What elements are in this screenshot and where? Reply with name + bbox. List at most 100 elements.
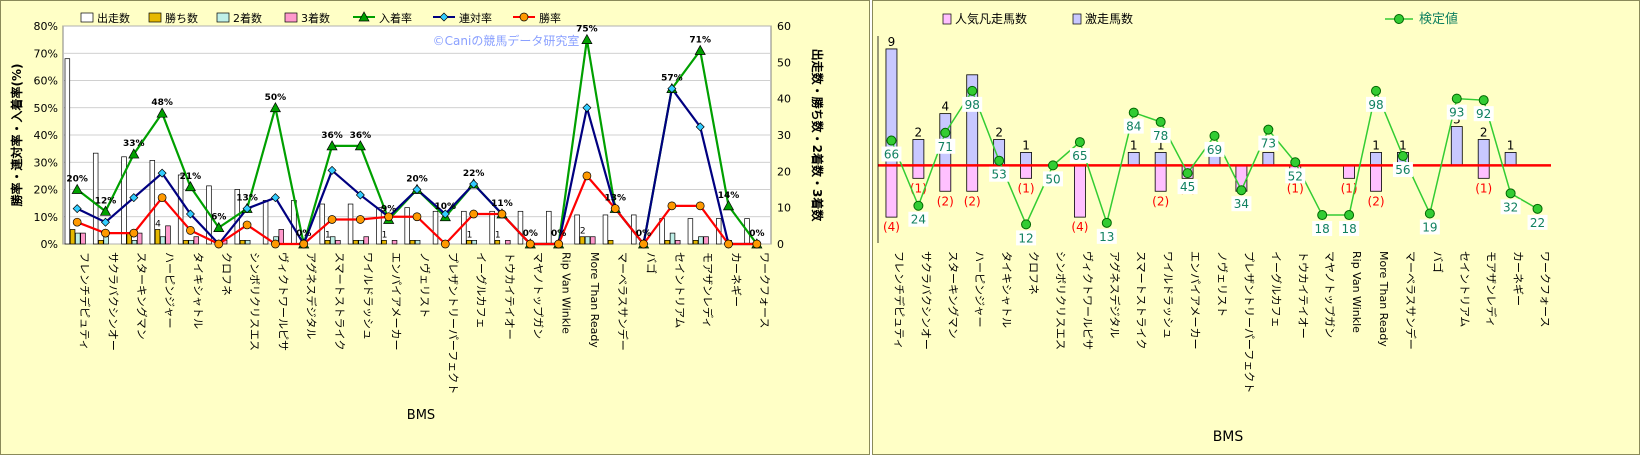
y-tick-label: 0% bbox=[41, 238, 58, 251]
x-tick-label: エンパイアメーカー bbox=[1189, 251, 1202, 349]
data-label-bg bbox=[1500, 199, 1521, 215]
series-marker-1 bbox=[1317, 210, 1328, 221]
data-label: 12 bbox=[1018, 231, 1033, 245]
x-tick-label: スターキングマン bbox=[135, 252, 149, 340]
series-marker-3 bbox=[469, 209, 478, 219]
y-axis-title: 勝率・連対率・入着率(%) bbox=[9, 64, 24, 207]
x-tick-label: セイントリアム bbox=[673, 252, 686, 328]
bar-label-positive: 9 bbox=[888, 35, 896, 49]
series-marker-2 bbox=[440, 209, 450, 219]
bar-3 bbox=[160, 236, 166, 245]
data-label-bg bbox=[1392, 162, 1413, 178]
bar-1 bbox=[912, 164, 925, 179]
bar-2 bbox=[98, 240, 104, 245]
data-label-bg bbox=[908, 211, 929, 227]
y2-tick-label: 30 bbox=[777, 129, 791, 142]
x-tick-label: ヴィクトワールピサ bbox=[276, 252, 290, 351]
series-marker-1 bbox=[354, 140, 366, 151]
data-label-bg bbox=[935, 138, 956, 154]
data-label: 0% bbox=[523, 229, 538, 239]
series-marker-3 bbox=[186, 226, 195, 235]
x-tick-label: ワークフォース bbox=[1539, 251, 1552, 327]
data-label: 0% bbox=[749, 229, 764, 239]
x-tick-label: マヤノトップガン bbox=[531, 252, 544, 339]
series-marker-2 bbox=[185, 209, 195, 219]
data-label: 12% bbox=[95, 196, 117, 206]
bar-label-positive: 1 bbox=[1372, 138, 1380, 152]
series-marker-2 bbox=[72, 204, 82, 214]
data-label: 66 bbox=[884, 148, 899, 162]
series-marker-1 bbox=[326, 140, 338, 151]
data-label: 34 bbox=[1234, 197, 1249, 211]
bar-1 bbox=[347, 203, 354, 245]
bar-4 bbox=[590, 236, 596, 245]
bar-1 bbox=[64, 58, 71, 245]
bar-2 bbox=[409, 240, 416, 245]
series-marker-2 bbox=[469, 179, 479, 189]
bar-2 bbox=[664, 240, 671, 245]
y-tick-label: 60% bbox=[34, 75, 58, 88]
y2-tick-label: 0 bbox=[777, 238, 784, 251]
data-label-bg bbox=[1016, 230, 1037, 246]
x-tick-label: サクラバクシンオー bbox=[106, 252, 119, 351]
legend-label: 3着数 bbox=[301, 11, 330, 25]
bar-1 bbox=[177, 174, 184, 245]
series-marker-1 bbox=[1021, 219, 1032, 230]
bar-label-positive: 2 bbox=[995, 126, 1003, 140]
legend-label: 激走馬数 bbox=[1085, 11, 1133, 26]
bar-2 bbox=[1154, 152, 1167, 166]
x-tick-label: バゴ bbox=[1431, 251, 1445, 273]
y-tick-label: 40% bbox=[34, 129, 58, 142]
bar-label-negative: (2) bbox=[937, 194, 954, 208]
y-tick-label: 80% bbox=[34, 20, 58, 33]
legend-swatch bbox=[1072, 13, 1082, 25]
data-label: 98 bbox=[965, 98, 980, 112]
series-marker-1 bbox=[694, 44, 706, 55]
series-marker-1 bbox=[1451, 93, 1462, 104]
data-label: 52 bbox=[1288, 169, 1303, 183]
bar-label-negative: (1) bbox=[910, 181, 927, 195]
series-marker-2 bbox=[695, 122, 705, 132]
x-tick-label: ノヴェリスト bbox=[418, 252, 432, 318]
bar-label-positive: 2 bbox=[1480, 126, 1488, 140]
series-marker-1 bbox=[886, 135, 897, 146]
data-label-bg bbox=[1446, 104, 1467, 120]
x-tick-label: イーグルカフェ bbox=[475, 252, 489, 329]
bar-1 bbox=[687, 218, 694, 245]
data-label: 18 bbox=[1341, 222, 1356, 236]
series-marker-1 bbox=[99, 205, 112, 216]
series-marker-1 bbox=[1424, 208, 1435, 219]
series-marker-1 bbox=[1290, 157, 1301, 168]
bar-3 bbox=[584, 236, 591, 245]
x-tick-label: セイントリアム bbox=[1458, 251, 1471, 327]
bar-4 bbox=[165, 225, 171, 245]
series-marker-1 bbox=[940, 127, 951, 138]
bar-label-negative: (2) bbox=[1368, 194, 1385, 208]
data-label: 22% bbox=[463, 169, 485, 179]
bar-label-negative: (1) bbox=[1287, 181, 1304, 195]
data-label-bg bbox=[1096, 228, 1117, 244]
bar-label-negative: (1) bbox=[1475, 181, 1492, 195]
bar-2 bbox=[1504, 152, 1517, 166]
series-marker-1 bbox=[1344, 210, 1355, 221]
bar-label-negative: (4) bbox=[1071, 220, 1088, 234]
x-tick-label: Rip Van Winkle bbox=[560, 252, 573, 334]
bar-2 bbox=[1127, 152, 1140, 166]
series-marker-1 bbox=[1128, 107, 1139, 118]
bar-4 bbox=[80, 232, 86, 245]
bar-2 bbox=[1370, 152, 1382, 166]
series-marker-1 bbox=[1182, 168, 1193, 179]
data-label: 13% bbox=[604, 194, 626, 204]
legend-marker bbox=[1394, 14, 1404, 24]
x-tick-label: ハーピンジャー bbox=[973, 251, 986, 327]
data-label: 71 bbox=[938, 140, 953, 154]
bar-1 bbox=[319, 203, 325, 245]
data-label: 92 bbox=[1476, 107, 1491, 121]
bar-2 bbox=[692, 240, 699, 245]
series-marker-1 bbox=[581, 33, 593, 44]
bar-label-positive: 1 bbox=[1130, 138, 1138, 152]
series-marker-2 bbox=[129, 193, 139, 203]
series-marker-1 bbox=[213, 221, 225, 232]
series-marker-1 bbox=[1047, 160, 1058, 171]
series-marker-3 bbox=[299, 239, 309, 249]
